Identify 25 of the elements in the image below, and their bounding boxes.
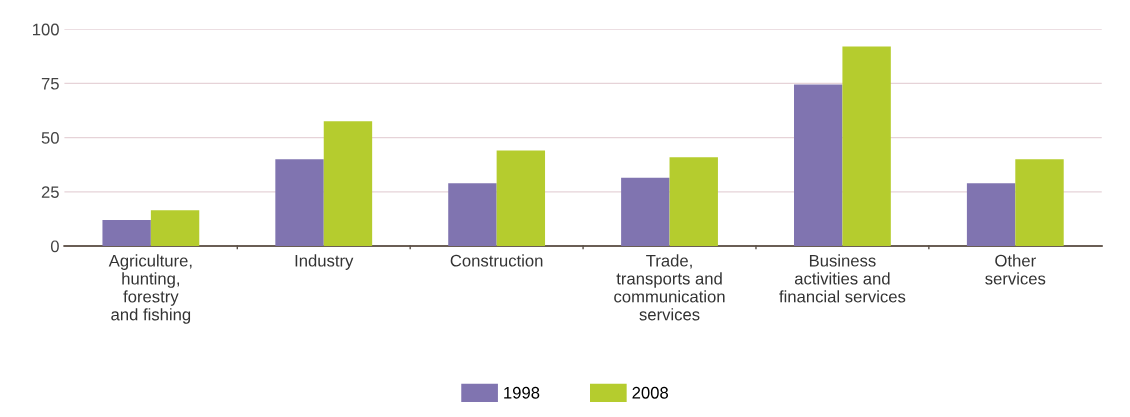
- x-tick-label: Construction: [450, 254, 543, 267]
- x-tick-label: Industry: [295, 254, 354, 270]
- bar: [966, 183, 1016, 247]
- y-tick-label: 0: [50, 240, 59, 253]
- bar: [621, 177, 670, 247]
- bar: [669, 157, 718, 247]
- bar: [323, 121, 373, 247]
- x-tick-label: Trade, transports and communication services: [614, 254, 725, 321]
- bar: [842, 46, 891, 247]
- bar: [448, 183, 497, 247]
- bar: [1015, 159, 1064, 247]
- bar: [794, 84, 843, 247]
- x-tick-label: Business activities and financial services: [779, 254, 906, 303]
- y-tick-label: 100: [33, 23, 59, 36]
- legend-label: 2008: [632, 386, 669, 399]
- y-tick-label: 50: [41, 132, 59, 144]
- bar: [102, 220, 151, 247]
- y-tick-label: 75: [41, 77, 59, 90]
- legend-label: 1998: [504, 386, 540, 399]
- x-tick-label: Agriculture, hunting, forestry and fishing: [108, 254, 192, 324]
- x-tick-label: Other services: [985, 254, 1046, 285]
- bar: [150, 210, 200, 247]
- bar: [496, 150, 546, 247]
- bar: [275, 159, 324, 247]
- y-tick-label: 25: [41, 186, 59, 199]
